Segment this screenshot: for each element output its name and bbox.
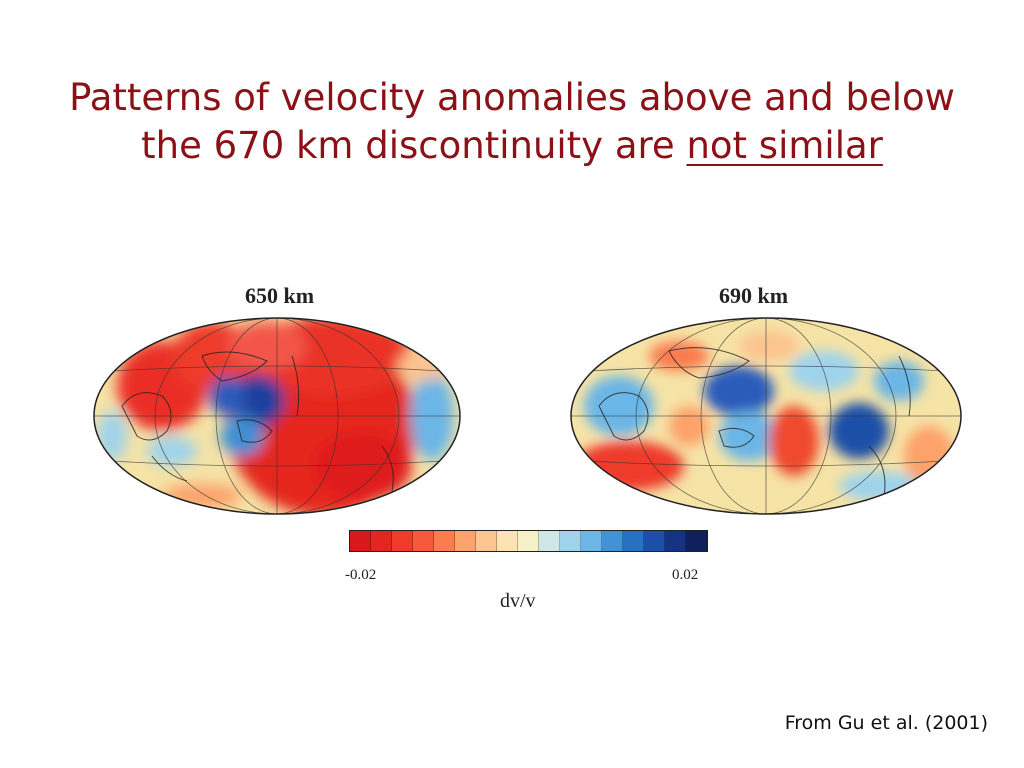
title-line-2-prefix: the 670 km discontinuity are	[141, 124, 687, 167]
colorbar	[349, 530, 708, 552]
colorbar-cell	[581, 531, 602, 551]
colorbar-min-label: -0.02	[345, 567, 377, 583]
colorbar-cell	[623, 531, 644, 551]
colorbar-cell	[560, 531, 581, 551]
title-line-1: Patterns of velocity anomalies above and…	[69, 76, 955, 119]
colorbar-cell	[455, 531, 476, 551]
title-emphasis: not similar	[686, 124, 883, 167]
colorbar-cell	[497, 531, 518, 551]
colorbar-cell	[518, 531, 539, 551]
colorbar-cell	[644, 531, 665, 551]
colorbar-max-label: 0.02	[672, 567, 699, 583]
colorbar-cell	[392, 531, 413, 551]
colorbar-cell	[539, 531, 560, 551]
map-label-690km: 690 km	[719, 283, 789, 308]
citation: From Gu et al. (2001)	[784, 712, 988, 734]
colorbar-cell	[602, 531, 623, 551]
map-label-650km: 650 km	[245, 283, 315, 308]
colorbar-axis-label: dv/v	[500, 590, 536, 612]
title-line-2: the 670 km discontinuity are not similar	[0, 122, 1024, 170]
colorbar-cell	[686, 531, 707, 551]
colorbar-cell	[476, 531, 497, 551]
colorbar-cell	[350, 531, 371, 551]
velocity-map-690km	[570, 317, 962, 515]
colorbar-cell	[434, 531, 455, 551]
colorbar-cell	[665, 531, 686, 551]
colorbar-cell	[413, 531, 434, 551]
velocity-map-650km	[93, 317, 461, 515]
colorbar-cell	[371, 531, 392, 551]
slide-title: Patterns of velocity anomalies above and…	[0, 74, 1024, 170]
